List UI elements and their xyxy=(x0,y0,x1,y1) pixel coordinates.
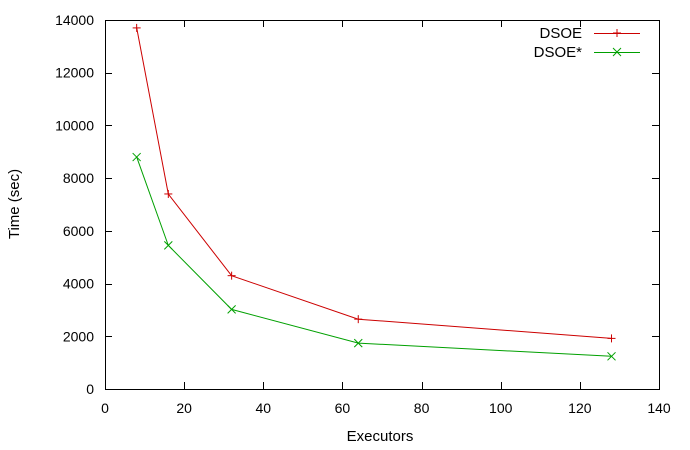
x-tick-label: 80 xyxy=(414,400,430,416)
data-point xyxy=(164,189,173,198)
data-point xyxy=(132,23,141,32)
axis-ticks: 0 20 40 60 80 100 120 140 0 2000 4000 6000 8000 10000… xyxy=(55,12,671,416)
marker-stroke xyxy=(353,338,363,348)
x-tick-label: 0 xyxy=(101,400,109,416)
x-tick-label: 40 xyxy=(255,400,271,416)
data-point xyxy=(354,315,363,324)
series-line-dsoe- xyxy=(136,156,612,357)
x-tick-label: 120 xyxy=(568,400,592,416)
series-line-dsoe xyxy=(136,27,612,339)
legend-label: DSOE* xyxy=(534,44,583,61)
x-axis-label: Executors xyxy=(347,428,414,445)
legend-label: DSOE xyxy=(539,25,582,42)
y-tick-label: 0 xyxy=(86,381,94,397)
y-tick-label: 14000 xyxy=(55,12,94,28)
x-tick-label: 60 xyxy=(335,400,351,416)
marker-stroke xyxy=(612,47,622,57)
plot-frame xyxy=(105,20,660,390)
legend-swatch-marker xyxy=(612,47,622,57)
x-tick-label: 100 xyxy=(489,400,513,416)
marker-stroke xyxy=(132,152,142,162)
x-tick-label: 140 xyxy=(647,400,671,416)
y-axis-label: Time (sec) xyxy=(6,169,23,239)
data-point xyxy=(227,305,236,314)
data-point xyxy=(353,338,363,348)
y-tick-label: 8000 xyxy=(63,170,94,186)
x-tick-label: 20 xyxy=(176,400,192,416)
series-layer xyxy=(132,23,616,361)
marker-stroke xyxy=(607,351,616,361)
y-tick-label: 12000 xyxy=(55,65,94,81)
y-tick-label: 10000 xyxy=(55,117,94,133)
y-tick-label: 6000 xyxy=(63,223,94,239)
legend: DSOE DSOE* xyxy=(534,25,640,61)
data-point xyxy=(132,152,142,162)
y-tick-label: 2000 xyxy=(63,328,94,344)
data-point xyxy=(227,271,236,280)
data-point xyxy=(163,241,173,250)
marker-stroke xyxy=(227,305,236,314)
marker-stroke xyxy=(163,241,173,250)
data-point xyxy=(607,351,616,361)
plot-border xyxy=(105,20,660,390)
y-tick-label: 4000 xyxy=(63,276,94,292)
data-point xyxy=(607,334,616,343)
legend-swatch-marker xyxy=(613,29,621,37)
